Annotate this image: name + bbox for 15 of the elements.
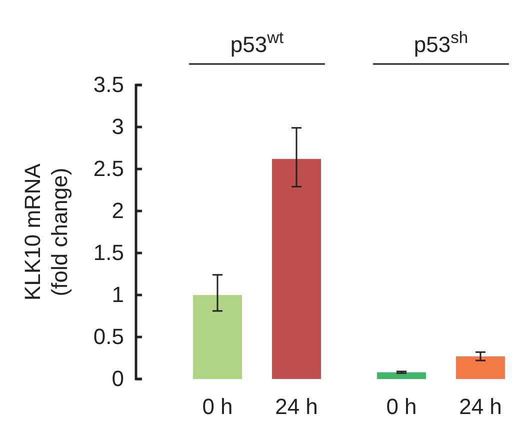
x-tick-label: 0 h: [386, 394, 417, 419]
y-tick-label: 3: [112, 114, 124, 140]
x-tick-label: 24 h: [459, 394, 502, 419]
y-tick-label: 2: [112, 198, 124, 224]
y-axis-title: KLK10 mRNA (fold change): [20, 163, 72, 300]
y-tick-label: 1.5: [93, 240, 124, 266]
y-tick-label: 0.5: [93, 324, 124, 350]
text: p53$^{sh}$: [414, 29, 468, 57]
y-tick-label: 1: [112, 282, 124, 308]
text: p53$^{wt}$: [230, 29, 284, 57]
x-tick-label: 24 h: [275, 394, 318, 419]
y-tick-label: 0: [112, 366, 124, 392]
y-tick-label: 3.5: [93, 72, 124, 98]
y-tick-label: 2.5: [93, 156, 124, 182]
x-tick-label: 0 h: [202, 394, 233, 419]
